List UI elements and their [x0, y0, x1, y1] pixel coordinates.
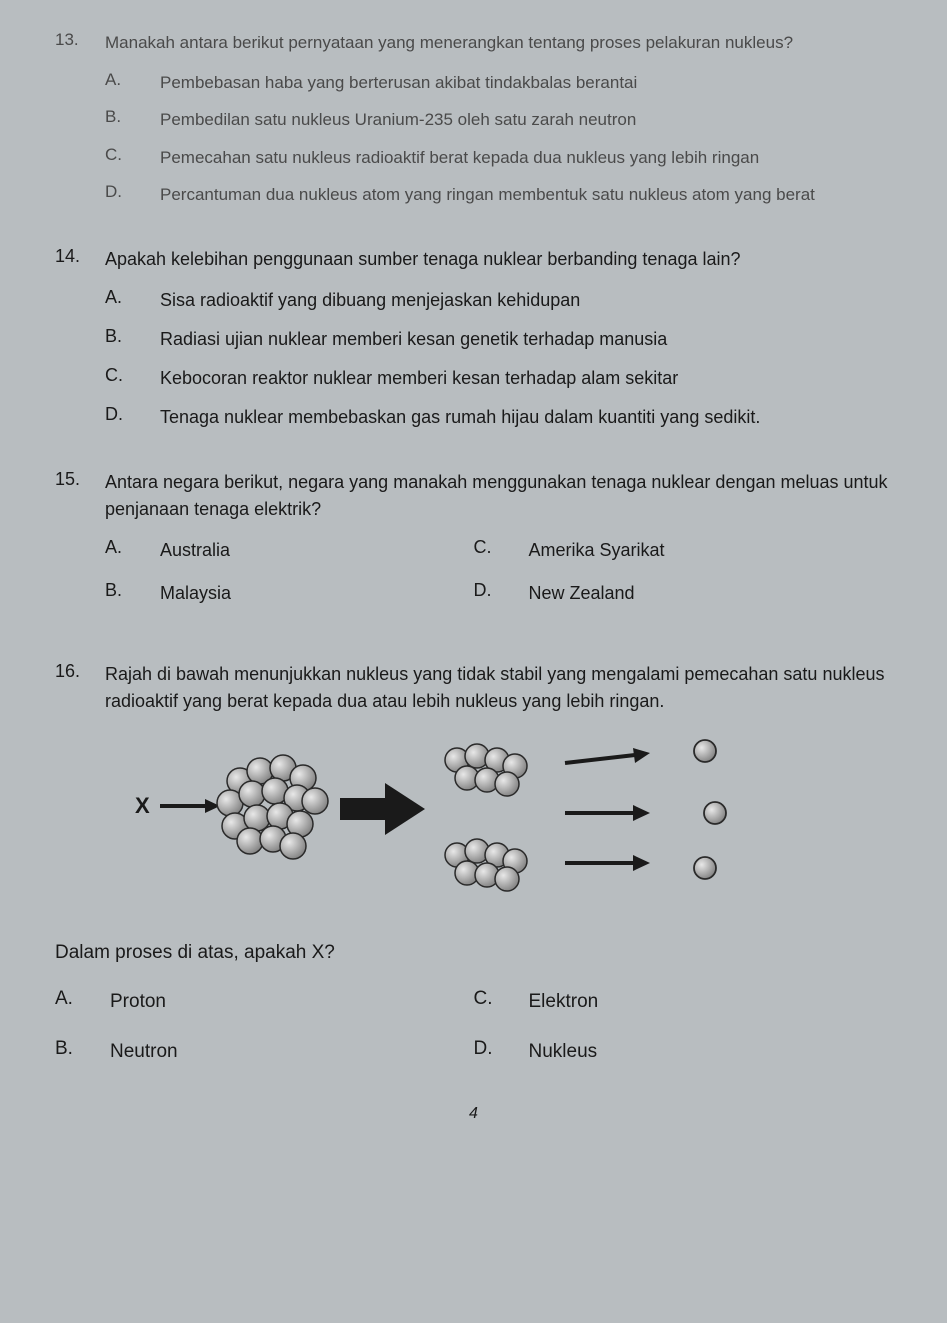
option-letter: B.	[105, 107, 160, 127]
question-text: Apakah kelebihan penggunaan sumber tenag…	[105, 246, 892, 273]
option-text: Kebocoran reaktor nuklear memberi kesan …	[160, 365, 892, 392]
question-text: Manakah antara berikut pernyataan yang m…	[105, 30, 892, 56]
followup-question: Dalam proses di atas, apakah X?	[55, 942, 892, 964]
arrow-bottom-icon	[565, 855, 650, 871]
option-b: B. Malaysia	[55, 580, 474, 607]
question-text: Antara negara berikut, negara yang manak…	[105, 469, 892, 523]
option-b: B. Radiasi ujian nuklear memberi kesan g…	[55, 326, 892, 353]
options-two-column: A. Proton C. Elektron B. Neutron D. Nukl…	[55, 988, 892, 1067]
option-b: B. Neutron	[55, 1038, 474, 1067]
option-c: C. Elektron	[474, 988, 893, 1017]
question-13: 13. Manakah antara berikut pernyataan ya…	[55, 30, 892, 208]
option-text: Neutron	[110, 1038, 474, 1067]
option-text: Pemecahan satu nukleus radioaktif berat …	[160, 145, 892, 171]
options-list: A. Pembebasan haba yang berterusan akiba…	[55, 70, 892, 208]
option-text: Australia	[160, 537, 474, 564]
option-letter: C.	[105, 145, 160, 165]
option-letter: C.	[105, 365, 160, 386]
question-number: 13.	[55, 30, 105, 50]
page-number: 4	[55, 1105, 892, 1123]
fragment-top-icon	[445, 744, 527, 796]
particle-icon	[704, 802, 726, 824]
option-d: D. Nukleus	[474, 1038, 893, 1067]
option-letter: C.	[474, 988, 529, 1017]
option-letter: A.	[55, 988, 110, 1017]
option-letter: D.	[474, 1038, 529, 1067]
options-two-column: A. Australia B. Malaysia C. Amerika Syar…	[55, 537, 892, 623]
option-c: C. Pemecahan satu nukleus radioaktif ber…	[55, 145, 892, 171]
option-d: D. New Zealand	[474, 580, 893, 607]
option-text: Percantuman dua nukleus atom yang ringan…	[160, 182, 892, 208]
option-c: C. Amerika Syarikat	[474, 537, 893, 564]
question-text: Rajah di bawah menunjukkan nukleus yang …	[105, 661, 892, 715]
option-letter: A.	[105, 70, 160, 90]
diagram-svg: X	[105, 733, 785, 913]
particle-icon	[694, 857, 716, 879]
option-letter: A.	[105, 287, 160, 308]
option-text: Radiasi ujian nuklear memberi kesan gene…	[160, 326, 892, 353]
option-text: Nukleus	[529, 1038, 893, 1067]
option-letter: D.	[105, 182, 160, 202]
option-text: Pembedilan satu nukleus Uranium-235 oleh…	[160, 107, 892, 133]
option-c: C. Kebocoran reaktor nuklear memberi kes…	[55, 365, 892, 392]
option-a: A. Sisa radioaktif yang dibuang menjejas…	[55, 287, 892, 314]
particle-icon	[694, 740, 716, 762]
option-letter: D.	[105, 404, 160, 425]
option-letter: B.	[105, 580, 160, 607]
option-text: Pembebasan haba yang berterusan akibat t…	[160, 70, 892, 96]
question-15: 15. Antara negara berikut, negara yang m…	[55, 469, 892, 623]
large-nucleus-icon	[217, 755, 328, 859]
option-letter: D.	[474, 580, 529, 607]
option-text: Amerika Syarikat	[529, 537, 893, 564]
arrow-mid-icon	[565, 805, 650, 821]
fission-diagram: X	[55, 733, 892, 918]
option-a: A. Pembebasan haba yang berterusan akiba…	[55, 70, 892, 96]
option-letter: B.	[55, 1038, 110, 1067]
question-14: 14. Apakah kelebihan penggunaan sumber t…	[55, 246, 892, 431]
big-arrow-icon	[340, 783, 425, 835]
option-text: Malaysia	[160, 580, 474, 607]
option-a: A. Proton	[55, 988, 474, 1017]
option-letter: B.	[105, 326, 160, 347]
options-list: A. Sisa radioaktif yang dibuang menjejas…	[55, 287, 892, 431]
option-text: Proton	[110, 988, 474, 1017]
question-number: 16.	[55, 661, 105, 682]
question-16: 16. Rajah di bawah menunjukkan nukleus y…	[55, 661, 892, 1067]
question-number: 15.	[55, 469, 105, 490]
option-d: D. Tenaga nuklear membebaskan gas rumah …	[55, 404, 892, 431]
arrow-top-icon	[565, 748, 650, 763]
question-number: 14.	[55, 246, 105, 267]
option-text: Tenaga nuklear membebaskan gas rumah hij…	[160, 404, 892, 431]
option-text: Sisa radioaktif yang dibuang menjejaskan…	[160, 287, 892, 314]
option-d: D. Percantuman dua nukleus atom yang rin…	[55, 182, 892, 208]
fragment-bottom-icon	[445, 839, 527, 891]
option-b: B. Pembedilan satu nukleus Uranium-235 o…	[55, 107, 892, 133]
option-text: Elektron	[529, 988, 893, 1017]
option-text: New Zealand	[529, 580, 893, 607]
option-letter: C.	[474, 537, 529, 564]
option-letter: A.	[105, 537, 160, 564]
diagram-label-x: X	[135, 793, 150, 818]
option-a: A. Australia	[55, 537, 474, 564]
